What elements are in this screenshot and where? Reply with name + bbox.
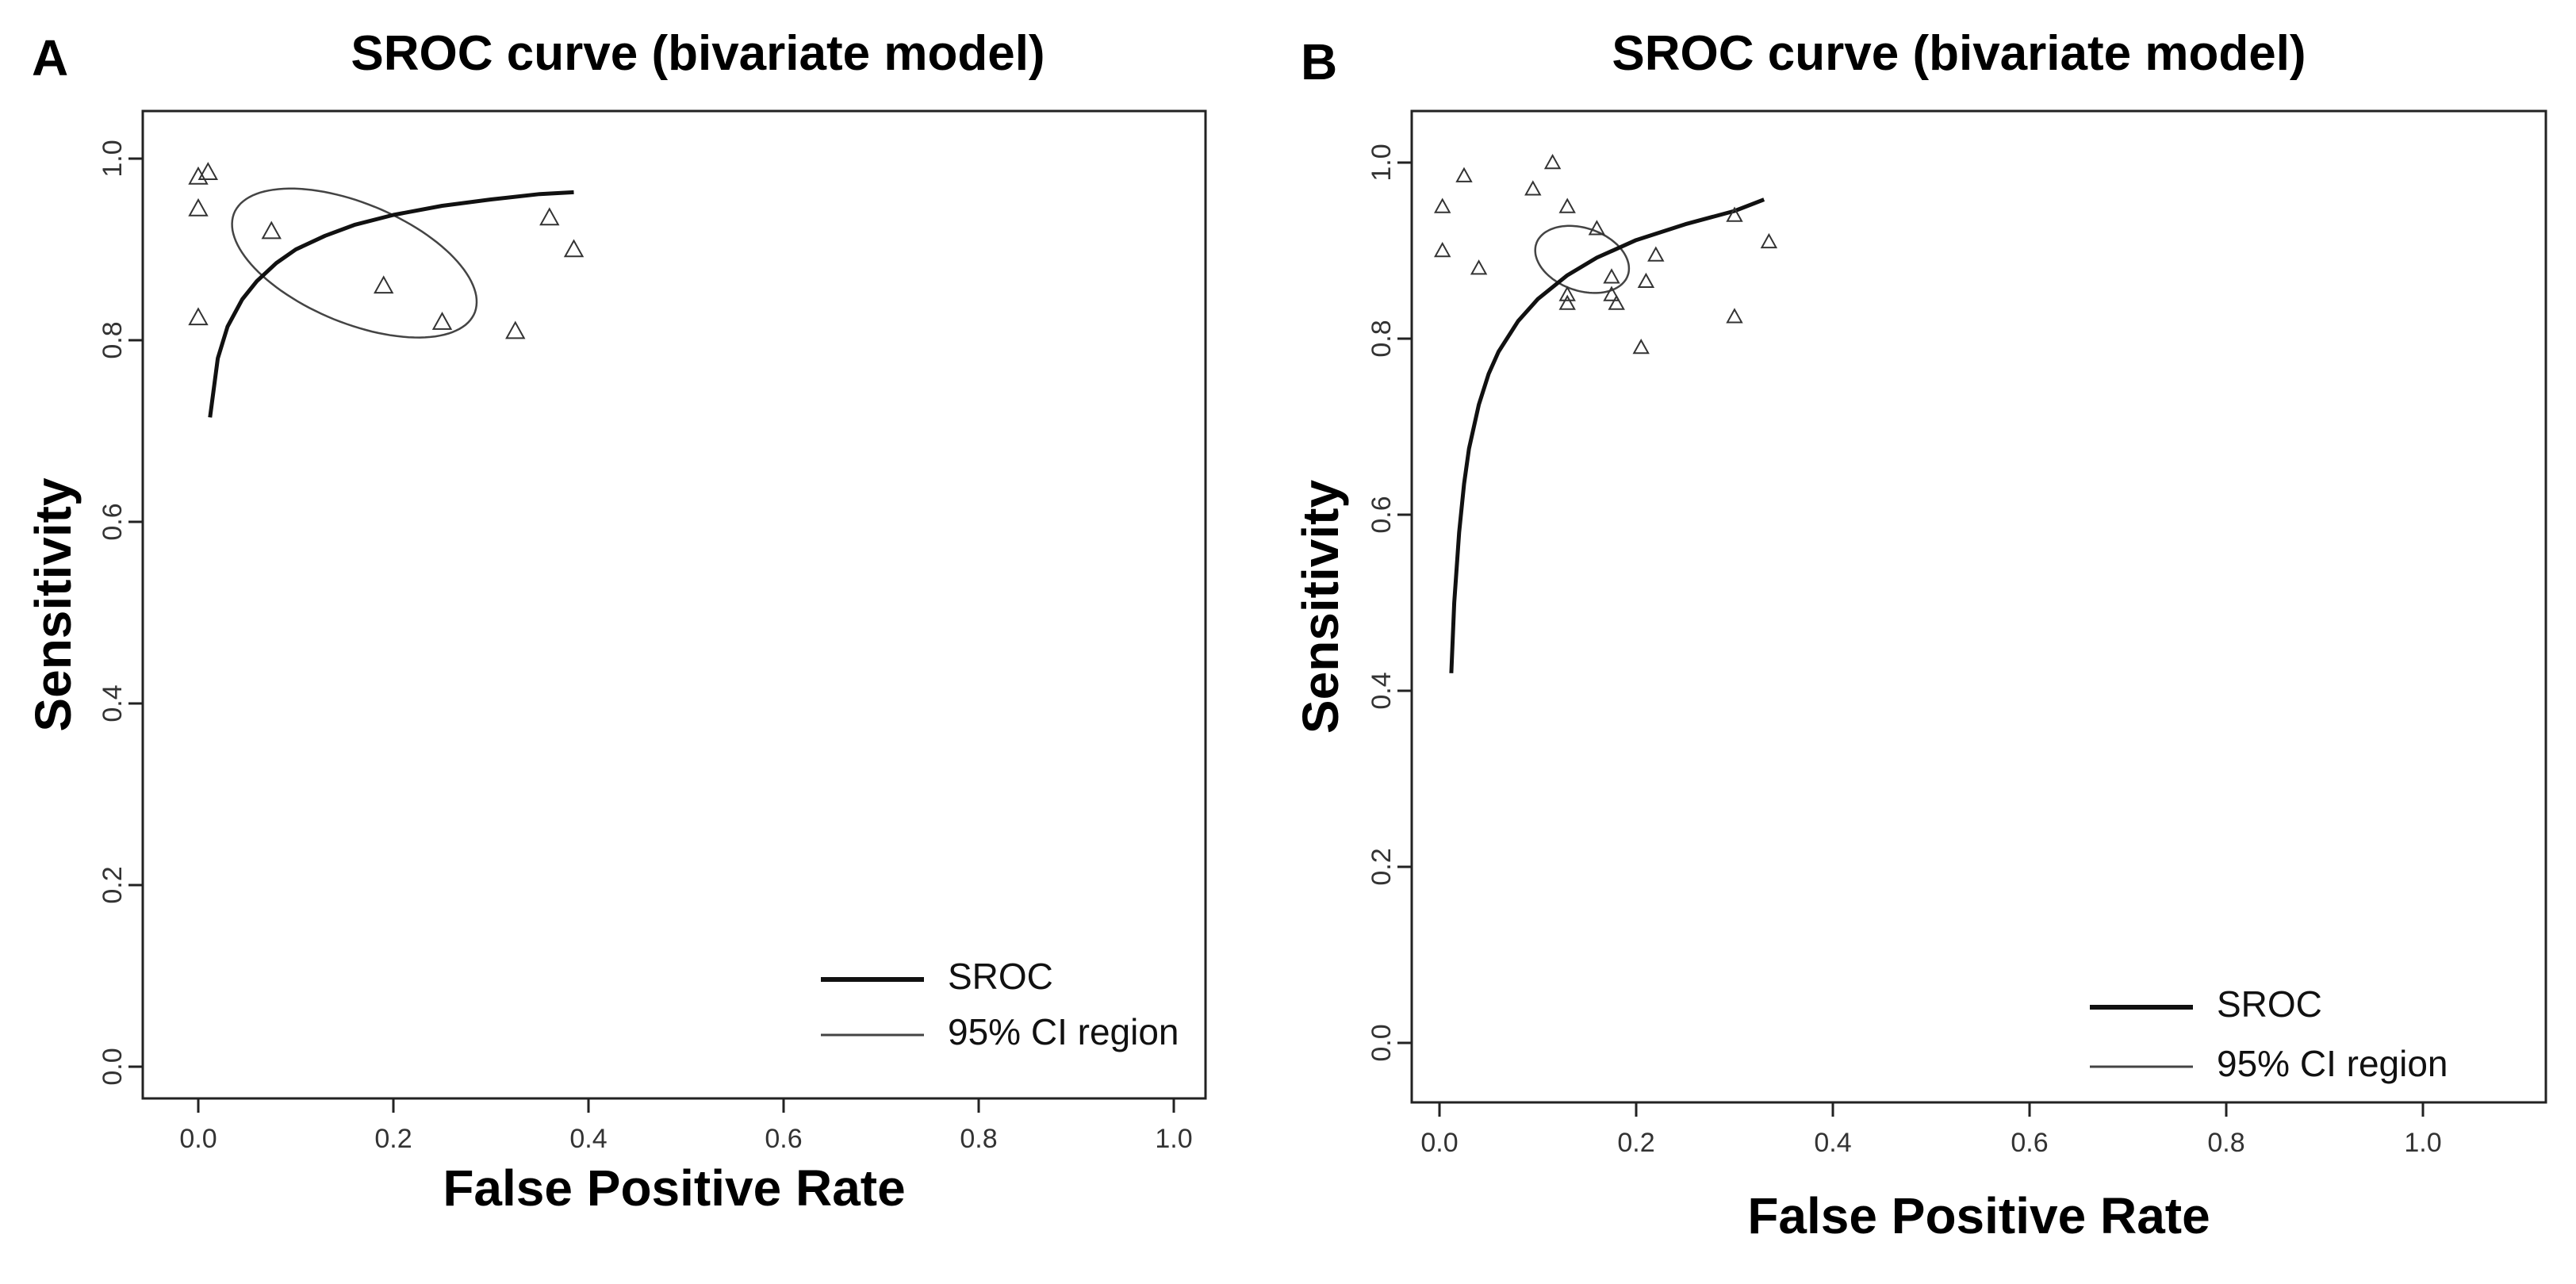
legend-sroc-label: SROC [948, 956, 1053, 997]
x-tick-label: 0.2 [1617, 1128, 1654, 1158]
study-point [1543, 153, 1562, 170]
study-point [1608, 294, 1625, 310]
study-point [539, 207, 560, 226]
study-point [1434, 241, 1451, 258]
y-tick-label: 0.8 [1367, 320, 1397, 357]
study-point [563, 239, 585, 258]
plot-frame-b [1410, 109, 2547, 1104]
study-point [188, 197, 209, 217]
study-point [1760, 232, 1778, 249]
study-point [1558, 286, 1576, 301]
study-point [1524, 180, 1542, 196]
study-point [188, 166, 209, 185]
y-tick-label: 0.0 [1367, 1024, 1397, 1061]
study-point [374, 275, 394, 294]
study-point [1647, 246, 1665, 262]
y-tick-label: 0.2 [1367, 848, 1397, 885]
study-point [1588, 220, 1606, 236]
study-point [1637, 272, 1655, 289]
x-tick-label: 0.8 [960, 1124, 997, 1154]
study-point [1558, 197, 1576, 213]
y-tick-label: 0.6 [1367, 496, 1397, 533]
study-point [197, 162, 218, 180]
sroc-curve-b [1449, 197, 1765, 673]
y-tick-label: 0.8 [98, 321, 128, 358]
study-point [1470, 259, 1488, 275]
study-point [1455, 167, 1473, 182]
x-tick-label: 0.0 [179, 1124, 217, 1154]
x-tick-label: 1.0 [1155, 1124, 1192, 1154]
panel-b: B SROC curve (bivariate model) 0.0 0.2 0.4 0.… [1292, 26, 2547, 1244]
study-point [1603, 268, 1620, 284]
ci-region-ellipse-b [1534, 224, 1631, 294]
x-tick-label: 0.6 [2011, 1128, 2048, 1158]
x-tick-label: 1.0 [2404, 1128, 2441, 1158]
x-tick-label: 0.8 [2207, 1128, 2244, 1158]
y-axis-label-b: Sensitivity [1292, 480, 1349, 734]
panel-a: A SROC curve (bivariate model) 0.0 0.2 0.4 0.… [25, 26, 1207, 1217]
study-point [1434, 197, 1451, 213]
y-tick-label: 1.0 [1367, 144, 1397, 181]
y-axis-label-a: Sensitivity [25, 477, 82, 732]
x-tick-label: 0.4 [569, 1124, 607, 1154]
y-tick-label: 0.6 [98, 503, 128, 540]
y-tick-label: 0.0 [98, 1048, 128, 1085]
study-point [1603, 286, 1620, 301]
legend-sroc-label: SROC [2217, 983, 2322, 1025]
panel-letter-a: A [32, 29, 68, 86]
x-axis-label-b: False Positive Rate [1747, 1187, 2210, 1244]
x-tick-label: 0.6 [765, 1124, 802, 1154]
study-point [1726, 308, 1743, 324]
x-tick-label: 0.0 [1420, 1128, 1458, 1158]
study-point [431, 312, 453, 330]
ci-region-ellipse-a [231, 187, 478, 339]
chart-title-b: SROC curve (bivariate model) [1612, 26, 2306, 81]
study-point [1726, 206, 1743, 222]
y-tick-label: 1.0 [98, 140, 128, 177]
x-axis-label-a: False Positive Rate [443, 1159, 905, 1217]
y-tick-label: 0.4 [1367, 672, 1397, 709]
legend-ci-label: 95% CI region [2217, 1043, 2448, 1084]
legend-ci-label: 95% CI region [948, 1011, 1179, 1052]
sroc-curve-a [208, 190, 574, 418]
y-tick-label: 0.2 [98, 866, 128, 903]
panel-letter-b: B [1301, 33, 1337, 90]
y-tick-label: 0.4 [98, 684, 128, 722]
study-point [1558, 294, 1576, 310]
plot-frame-a [141, 109, 1207, 1100]
study-point [261, 220, 282, 240]
chart-title-a: SROC curve (bivariate model) [351, 26, 1045, 81]
study-point [1632, 339, 1650, 355]
x-tick-label: 0.4 [1814, 1128, 1851, 1158]
study-point [505, 320, 526, 339]
x-tick-label: 0.2 [374, 1124, 412, 1154]
study-point [188, 307, 209, 326]
